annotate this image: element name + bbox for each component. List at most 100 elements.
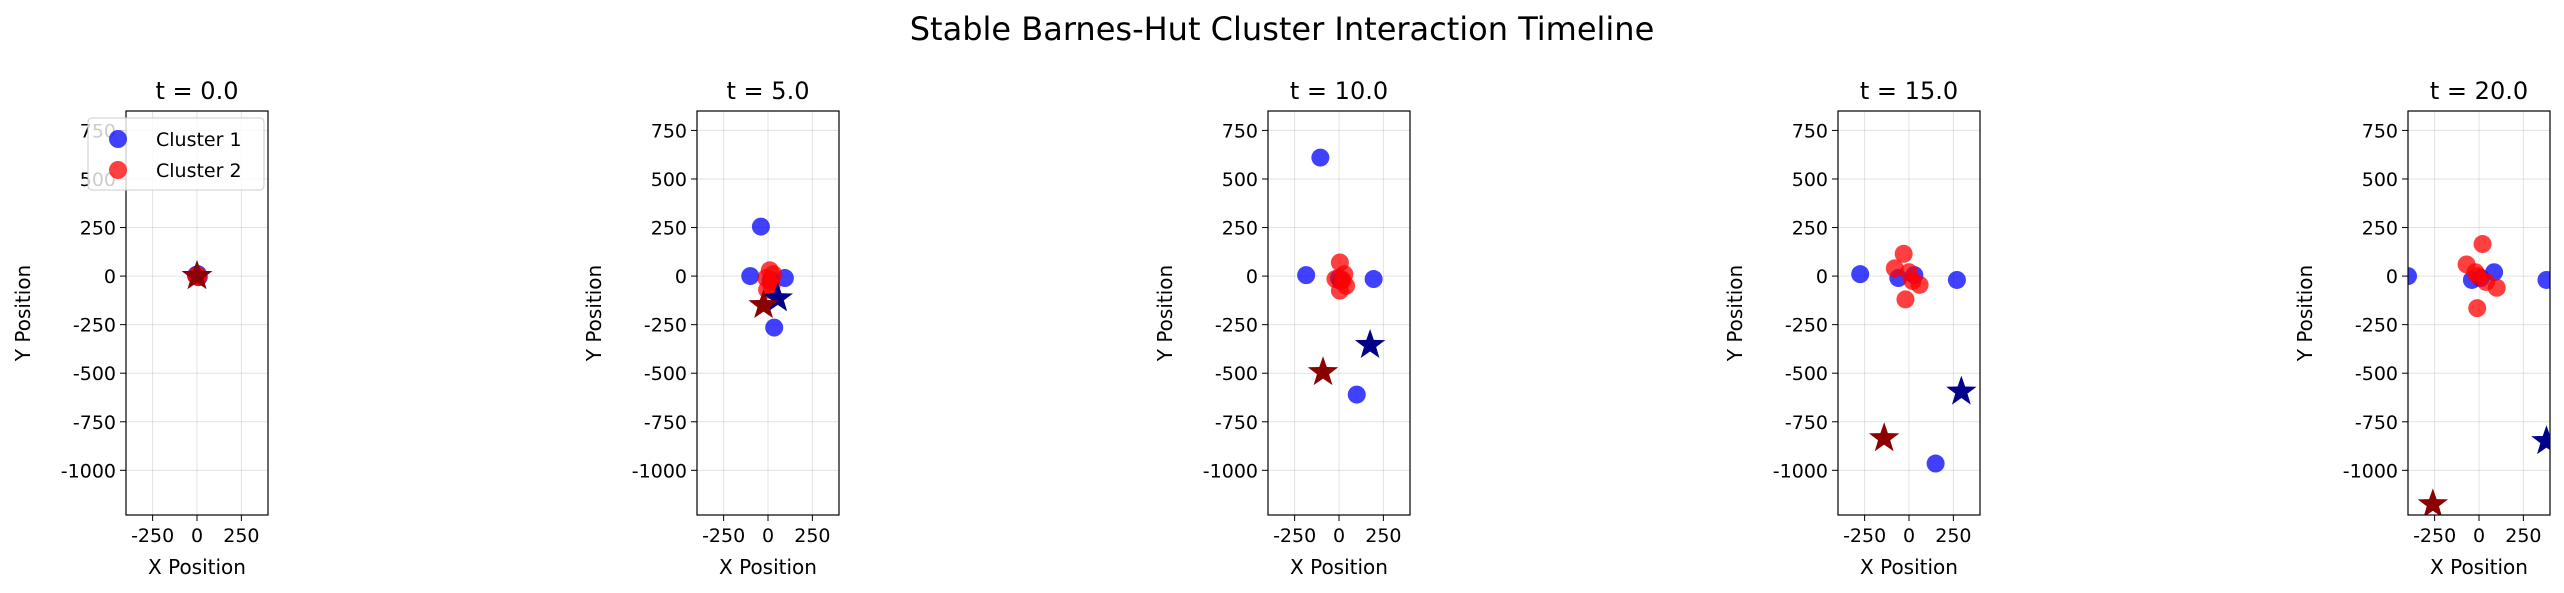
cluster1-point [765,318,784,337]
y-tick-label: -250 [2355,315,2398,337]
x-tick-label: 250 [2505,525,2541,547]
panel-3: -250 0 250 750 500 250 0 -250 -500 -750 -1000 t = 1… [1723,77,1981,579]
cluster2-point [2468,299,2487,318]
y-tick-label: -750 [1215,412,1258,434]
cluster1-point [1851,265,1870,284]
cluster1-point [741,267,760,286]
y-tick-label: 750 [1222,120,1258,142]
y-tick-label: -250 [73,315,116,337]
y-axis-label: Y Position [582,265,606,362]
y-tick-label: 500 [1792,169,1828,191]
x-tick-label: -250 [2413,525,2456,547]
panel-1: -250 0 250 750 500 250 0 -250 -500 -750 -1000 t = 5… [582,77,840,579]
x-tick-label: -250 [702,525,745,547]
cluster2-point [2473,235,2492,254]
x-tick-label: 0 [2473,525,2485,547]
y-tick-label: 250 [80,218,116,240]
cluster1-point [1311,148,1330,167]
figure-title: Stable Barnes-Hut Cluster Interaction Ti… [910,10,1655,48]
cluster2-point [2469,267,2488,286]
cluster1-center-star [2531,425,2550,455]
y-tick-label: 250 [1792,218,1828,240]
y-tick-label: -750 [73,412,116,434]
x-tick-label: -250 [1843,525,1886,547]
legend-label: Cluster 2 [156,160,242,182]
legend-box [87,117,265,191]
cluster1-center-star [1946,375,1977,405]
cluster1-point [1926,454,1945,473]
cluster1-point [1364,270,1383,289]
y-axis-label: Y Position [1723,265,1747,362]
plot-area [1851,244,1977,473]
y-axis-label: Y Position [11,265,35,362]
y-tick-label: -750 [1785,412,1828,434]
y-tick-label: -750 [2355,412,2398,434]
y-axis-label: Y Position [2293,265,2317,362]
x-tick-label: -250 [131,525,174,547]
y-tick-label: -500 [1785,363,1828,385]
x-axis-label: X Position [2430,555,2528,579]
y-tick-label: 500 [1222,169,1258,191]
legend: Cluster 1 Cluster 2 [87,117,265,191]
y-tick-label: 250 [2362,218,2398,240]
y-tick-label: 500 [651,169,687,191]
plot-area [2408,235,2550,515]
cluster1-point [2537,270,2550,289]
panel-title: t = 10.0 [1290,77,1388,105]
cluster2-center-star [2417,488,2449,515]
legend-marker [109,161,127,179]
y-tick-label: 250 [651,218,687,240]
panel-title: t = 5.0 [727,77,810,105]
cluster2-center-star [1868,422,1900,452]
y-tick-label: 0 [1816,266,1828,288]
cluster1-point [751,217,770,236]
y-tick-label: -750 [644,412,687,434]
panel-title: t = 15.0 [1860,77,1958,105]
plot-area [741,217,794,337]
cluster2-point [1894,244,1913,263]
y-tick-label: 750 [2362,120,2398,142]
x-axis-label: X Position [719,555,817,579]
x-axis-label: X Position [148,555,246,579]
panels-container: -250 0 250 750 500 250 0 -250 -500 -750 -1000 t = 0… [11,77,2551,579]
panel-title: t = 20.0 [2430,77,2528,105]
plot-area [1297,148,1386,404]
y-tick-label: 750 [651,120,687,142]
cluster2-center-star [748,289,779,319]
panel-4: -250 0 250 750 500 250 0 -250 -500 -750 -1000 t = 2… [2293,77,2551,579]
cluster2-point [1333,270,1352,289]
y-tick-label: -1000 [61,460,116,482]
y-tick-label: -1000 [1773,460,1828,482]
cluster1-center-star [762,282,793,312]
x-tick-label: 0 [1333,525,1345,547]
x-axis-label: X Position [1290,555,1388,579]
cluster1-point [1347,385,1366,404]
y-tick-label: -250 [1215,315,1258,337]
y-tick-label: 500 [2362,169,2398,191]
y-tick-label: -1000 [632,460,687,482]
y-tick-label: -500 [1215,363,1258,385]
legend-marker [109,130,127,148]
y-tick-label: 0 [2386,266,2398,288]
y-tick-label: -250 [644,315,687,337]
y-tick-label: 750 [1792,120,1828,142]
cluster1-center-star [1354,329,1386,358]
cluster1-point [1297,266,1316,285]
cluster1-point [2408,267,2417,286]
x-tick-label: -250 [1273,525,1316,547]
cluster2-point [1896,290,1915,309]
y-tick-label: 0 [1246,266,1258,288]
y-tick-label: -500 [644,363,687,385]
cluster2-center-star [181,260,213,290]
y-tick-label: -500 [73,363,116,385]
y-tick-label: 0 [104,266,116,288]
x-tick-label: 250 [1365,525,1401,547]
cluster2-center-star [1307,356,1339,386]
panel-2: -250 0 250 750 500 250 0 -250 -500 -750 -1000 t = 1… [1153,77,1411,579]
cluster2-point [1903,271,1922,290]
panel-title: t = 0.0 [156,77,239,105]
y-axis-label: Y Position [1153,265,1177,362]
x-tick-label: 250 [1935,525,1971,547]
